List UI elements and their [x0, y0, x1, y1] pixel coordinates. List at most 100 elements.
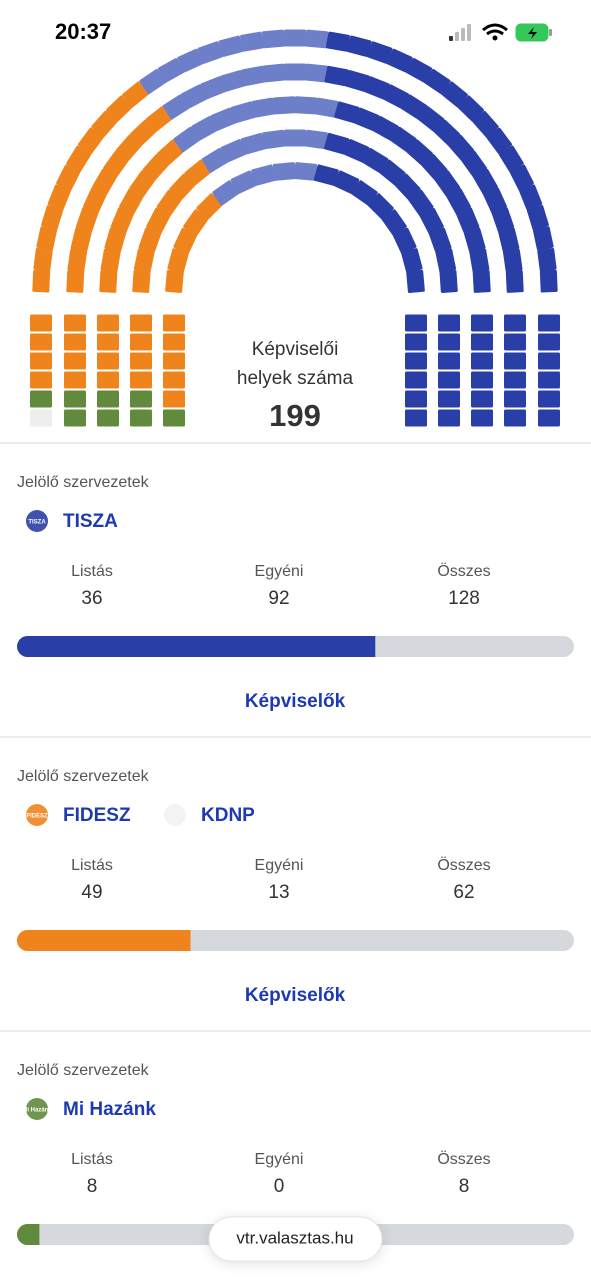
- logo-circle: [26, 510, 48, 532]
- seat: [386, 48, 413, 73]
- seat: [486, 127, 512, 155]
- seat: [405, 314, 427, 332]
- seat: [119, 188, 144, 215]
- stat-label: Összes: [437, 562, 490, 580]
- section-heading: Jelölő szervezetek: [17, 768, 150, 785]
- seat: [304, 29, 329, 49]
- progress-fill: [17, 930, 191, 951]
- seat: [100, 248, 121, 273]
- seat: [366, 41, 393, 64]
- seat: [343, 139, 370, 163]
- seat: [504, 333, 526, 351]
- seat: [284, 63, 306, 81]
- party-name: Mi Hazánk: [63, 1099, 156, 1120]
- seat: [163, 352, 185, 370]
- status-time: 20:37: [55, 19, 111, 44]
- empty-seat: [30, 409, 52, 427]
- seat: [197, 41, 224, 64]
- seat: [97, 371, 119, 389]
- seat: [438, 314, 460, 332]
- seat: [130, 390, 152, 408]
- seat: [406, 139, 433, 166]
- logo-circle: [164, 804, 186, 826]
- seat: [438, 333, 460, 351]
- seat: [504, 314, 526, 332]
- seat: [406, 269, 425, 294]
- seat: [183, 209, 209, 236]
- seat: [163, 390, 185, 408]
- seat: [157, 139, 184, 166]
- seat: [97, 390, 119, 408]
- seat: [428, 227, 452, 254]
- seat: [473, 168, 498, 196]
- seat: [64, 352, 86, 370]
- seat: [163, 409, 185, 427]
- seat: [446, 188, 471, 215]
- seat: [30, 390, 52, 408]
- seat: [240, 31, 265, 52]
- logo-text: TISZA: [28, 520, 46, 526]
- seat: [97, 333, 119, 351]
- seat: [325, 31, 350, 52]
- seat: [138, 227, 162, 254]
- stat-value: 49: [81, 882, 102, 903]
- section-heading: Jelölő szervezetek: [17, 474, 150, 491]
- url: vtr.valasztas.hu: [236, 1228, 353, 1247]
- seat: [139, 68, 167, 95]
- seat: [157, 58, 185, 83]
- seat: [526, 204, 549, 231]
- seat: [471, 409, 493, 427]
- seat: [273, 96, 296, 115]
- seat: [165, 269, 184, 294]
- seat: [83, 187, 107, 214]
- seat: [438, 409, 460, 427]
- seat: [173, 227, 198, 254]
- seat: [439, 270, 458, 293]
- seat: [504, 371, 526, 389]
- seat: [70, 227, 92, 253]
- stat-label: Egyéni: [255, 1151, 304, 1168]
- seat: [262, 129, 286, 150]
- seat: [538, 352, 560, 370]
- seat: [498, 227, 520, 253]
- seat: [461, 151, 487, 178]
- seat: [210, 107, 237, 131]
- representatives-button[interactable]: Képviselők: [245, 691, 346, 712]
- seat: [405, 333, 427, 351]
- seat: [471, 390, 493, 408]
- seat: [122, 81, 149, 108]
- seat: [382, 84, 409, 109]
- seat: [538, 390, 560, 408]
- section-heading: Jelölő szervezetek: [17, 1062, 150, 1079]
- seat: [423, 68, 451, 95]
- progress-fill: [17, 1224, 40, 1245]
- seat: [240, 132, 266, 155]
- seat: [30, 314, 52, 332]
- seat: [173, 126, 201, 153]
- seat: [469, 248, 490, 273]
- stat-label: Összes: [437, 1150, 490, 1168]
- seat: [142, 154, 169, 181]
- seat: [539, 269, 558, 293]
- seat: [438, 371, 460, 389]
- representatives-button[interactable]: Képviselők: [245, 985, 346, 1006]
- seat: [346, 35, 372, 57]
- seat: [441, 81, 468, 108]
- seat: [220, 70, 246, 92]
- seat: [538, 409, 560, 427]
- party-logo: FIDESZ: [26, 804, 48, 826]
- seat: [361, 148, 389, 173]
- seat: [106, 95, 133, 122]
- seat: [130, 333, 152, 351]
- seat: [471, 314, 493, 332]
- seat: [483, 187, 507, 214]
- seat: [471, 352, 493, 370]
- seat: [417, 106, 445, 132]
- seat: [438, 352, 460, 370]
- seat: [367, 193, 394, 220]
- seat: [471, 371, 493, 389]
- seat: [66, 270, 85, 293]
- stat-value: 36: [81, 588, 102, 609]
- seat: [532, 226, 554, 251]
